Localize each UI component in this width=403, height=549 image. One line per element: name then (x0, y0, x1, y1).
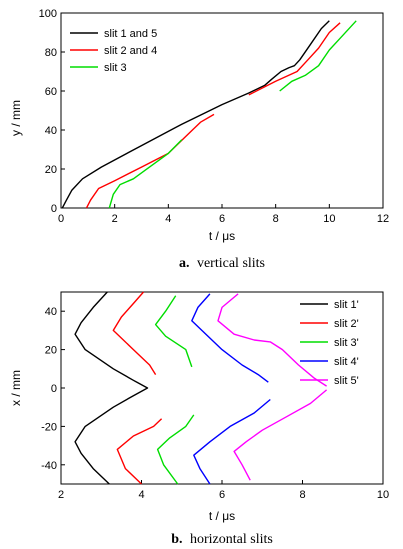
caption-b-text: horizontal slits (190, 532, 273, 547)
x-tick-label: 2 (58, 489, 64, 501)
x-axis-label: t / μs (209, 229, 235, 243)
caption-a: a. vertical slits (179, 256, 265, 271)
x-tick-label: 0 (58, 213, 64, 225)
legend-label-2: slit 2' (334, 318, 359, 330)
series-line-2 (85, 113, 215, 209)
y-tick-label: 20 (45, 345, 57, 357)
x-tick-label: 6 (219, 213, 225, 225)
y-axis-label: y / mm (9, 100, 23, 136)
caption-b-letter: b. (171, 532, 182, 547)
y-tick-label: 0 (51, 383, 57, 395)
chart-vertical-slits: y / mm t / μs a. vertical slits 0 2 4 6 8 10 1… (9, 8, 389, 271)
y-tick-label: 80 (45, 47, 57, 59)
y-tick-label: -40 (41, 460, 57, 472)
x-tick-label: 8 (299, 489, 305, 501)
series-line-3 (279, 20, 357, 92)
y-axis-label: x / mm (9, 370, 23, 406)
y-tick-label: 40 (45, 306, 57, 318)
caption-b: b. horizontal slits (171, 532, 273, 547)
series-line-1 (61, 20, 330, 209)
series-line-5 (233, 389, 328, 481)
y-tick-label: 20 (45, 164, 57, 176)
y-tick-label: 40 (45, 125, 57, 137)
series-line-5 (217, 293, 327, 387)
series-line-1 (74, 291, 149, 485)
series-line-3 (156, 414, 195, 485)
x-tick-label: 10 (377, 489, 389, 501)
legend-label-3: slit 3' (334, 337, 359, 349)
x-tick-label: 6 (219, 489, 225, 501)
series-line-2 (116, 418, 163, 485)
legend-label-2: slit 2 and 4 (104, 45, 157, 57)
legend-label-4: slit 4' (334, 356, 359, 368)
x-axis-label: t / μs (209, 509, 235, 523)
x-tick-label: 10 (323, 213, 335, 225)
y-tick-label: 100 (39, 8, 57, 20)
legend-label-1: slit 1 and 5 (104, 28, 157, 40)
series-line-3 (108, 139, 183, 209)
chart-horizontal-slits: x / mm t / μs b. horizontal slits 2 4 6 8 10… (9, 291, 389, 547)
series-line-3 (154, 295, 193, 368)
series-line-2 (248, 22, 341, 96)
x-tick-label: 2 (112, 213, 118, 225)
x-tick-label: 12 (377, 213, 389, 225)
caption-a-letter: a. (179, 256, 190, 271)
legend-label-5: slit 5' (334, 375, 359, 387)
series-line-2 (112, 291, 157, 375)
series-line-4 (191, 293, 269, 383)
series-line-4 (193, 398, 271, 485)
x-tick-label: 4 (165, 213, 171, 225)
y-tick-label: 60 (45, 86, 57, 98)
plot-frame (60, 12, 384, 209)
x-tick-label: 8 (273, 213, 279, 225)
y-tick-label: -20 (41, 421, 57, 433)
y-tick-label: 0 (51, 203, 57, 215)
x-tick-label: 4 (138, 489, 144, 501)
caption-a-text: vertical slits (197, 256, 265, 271)
legend-label-3: slit 3 (104, 62, 127, 74)
legend-label-1: slit 1' (334, 299, 359, 311)
